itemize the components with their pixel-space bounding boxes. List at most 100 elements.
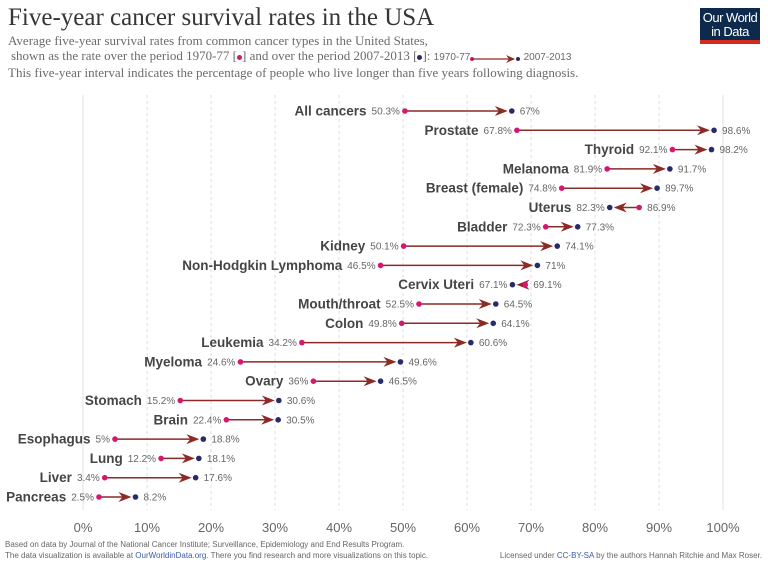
right-value-label: 91.7% [678,164,706,175]
start-dot [299,339,305,346]
logo-line-2: in Data [711,24,749,39]
left-value-label: 2.5% [71,493,94,504]
end-dot [534,262,541,269]
arrow-head [181,453,195,464]
end-dot [554,243,561,249]
end-dot [196,455,202,462]
x-tick-label: 100% [706,520,740,535]
cancer-name-label: Breast (female) [426,181,524,196]
arrow-head [494,106,508,116]
legend-start-label: 1970-77 [433,52,471,63]
arrow-head [694,144,708,155]
owid-logo[interactable]: Our World in Data [700,8,760,44]
x-tick-label: 70% [518,520,544,535]
arrow-head [261,395,275,406]
left-value-label: 49.8% [368,319,396,330]
cancer-name-label: Esophagus [18,432,91,447]
arrow-head [520,260,534,271]
left-value-label: 82.3% [576,203,604,214]
subtitle-text-a: shown as the rate over the period 1970-7… [11,48,237,63]
end-dot [654,185,660,191]
right-value-label: 64.5% [504,300,532,311]
right-value-label: 60.6% [479,338,507,349]
arrow-head [476,318,490,329]
cancer-name-label: Lung [90,451,123,466]
cancer-name-label: Uterus [529,200,572,215]
end-dot [509,108,515,114]
start-dot [96,494,102,500]
cancer-name-label: Ovary [245,374,284,389]
left-value-label: 67.1% [479,280,507,291]
x-tick-label: 60% [454,520,480,535]
right-value-label: 8.2% [143,493,166,504]
license-link[interactable]: CC-BY-SA [556,551,594,560]
arrow-head [697,125,711,136]
cancer-name-label: Colon [325,316,363,331]
arrow-head [560,221,574,232]
subtitle-line-1: Average five-year survival rates from co… [8,33,428,48]
left-value-label: 52.5% [386,300,414,311]
left-value-label: 74.8% [528,184,556,195]
start-dot [310,378,317,385]
cancer-name-label: Leukemia [201,335,264,350]
start-dot [158,455,164,462]
end-dot [397,359,404,365]
right-value-label: 30.6% [287,396,315,407]
start-dot [398,320,405,327]
left-value-label: 46.5% [347,261,375,272]
right-value-label: 89.7% [665,184,693,195]
cancer-name-label: Melanoma [503,161,570,176]
start-dot [402,108,408,114]
end-dot [574,224,581,230]
start-dot [636,204,642,211]
arrow-head [540,241,554,252]
end-dot-icon [417,54,423,60]
end-dot [606,204,613,211]
left-value-label: 50.3% [372,107,400,118]
right-value-label: 69.1% [533,280,561,291]
start-dot [558,185,565,191]
left-value-label: 36% [288,377,308,388]
right-value-label: 67% [520,107,540,118]
end-dot [192,474,199,481]
cancer-name-label: Prostate [425,123,480,138]
start-dot [237,359,244,365]
right-value-label: 18.1% [207,454,235,465]
right-value-label: 49.6% [408,357,436,368]
subtitle-text-c: ]: [422,48,431,63]
x-tick-label: 80% [582,520,608,535]
start-dot [101,474,108,481]
owid-link[interactable]: OurWorldinData.org [135,551,207,560]
start-dot [669,146,676,153]
arrow-head [261,414,275,425]
arrow-head [453,337,467,348]
start-dot [177,397,184,404]
arrow-head [383,356,397,367]
end-dot [667,166,673,172]
end-dot [509,281,516,288]
right-value-label: 17.6% [204,473,232,484]
end-dot [708,146,715,153]
arrow-head [613,202,627,213]
left-value-label: 92.1% [639,145,667,156]
start-dot [112,436,118,442]
logo-bar [700,40,760,44]
right-value-label: 86.9% [647,203,675,214]
end-dot [132,494,139,500]
x-tick-label: 20% [198,520,224,535]
legend-end-label: 2007-2013 [523,52,572,63]
legend-arrow-icon [470,52,521,64]
x-tick-label: 30% [262,520,288,535]
arrow-head [118,492,132,502]
left-value-label: 3.4% [77,473,100,484]
arrow-head [363,376,377,387]
subtitle-line-3: This five-year interval indicates the pe… [8,65,579,80]
x-tick-label: 50% [390,520,416,535]
cancer-name-label: Pancreas [6,490,66,505]
start-dot [223,417,230,423]
license-text-end: by the authors Hannah Ritchie and Max Ro… [593,551,762,560]
x-tick-label: 40% [326,520,352,535]
license-text: Licensed under [499,551,557,560]
